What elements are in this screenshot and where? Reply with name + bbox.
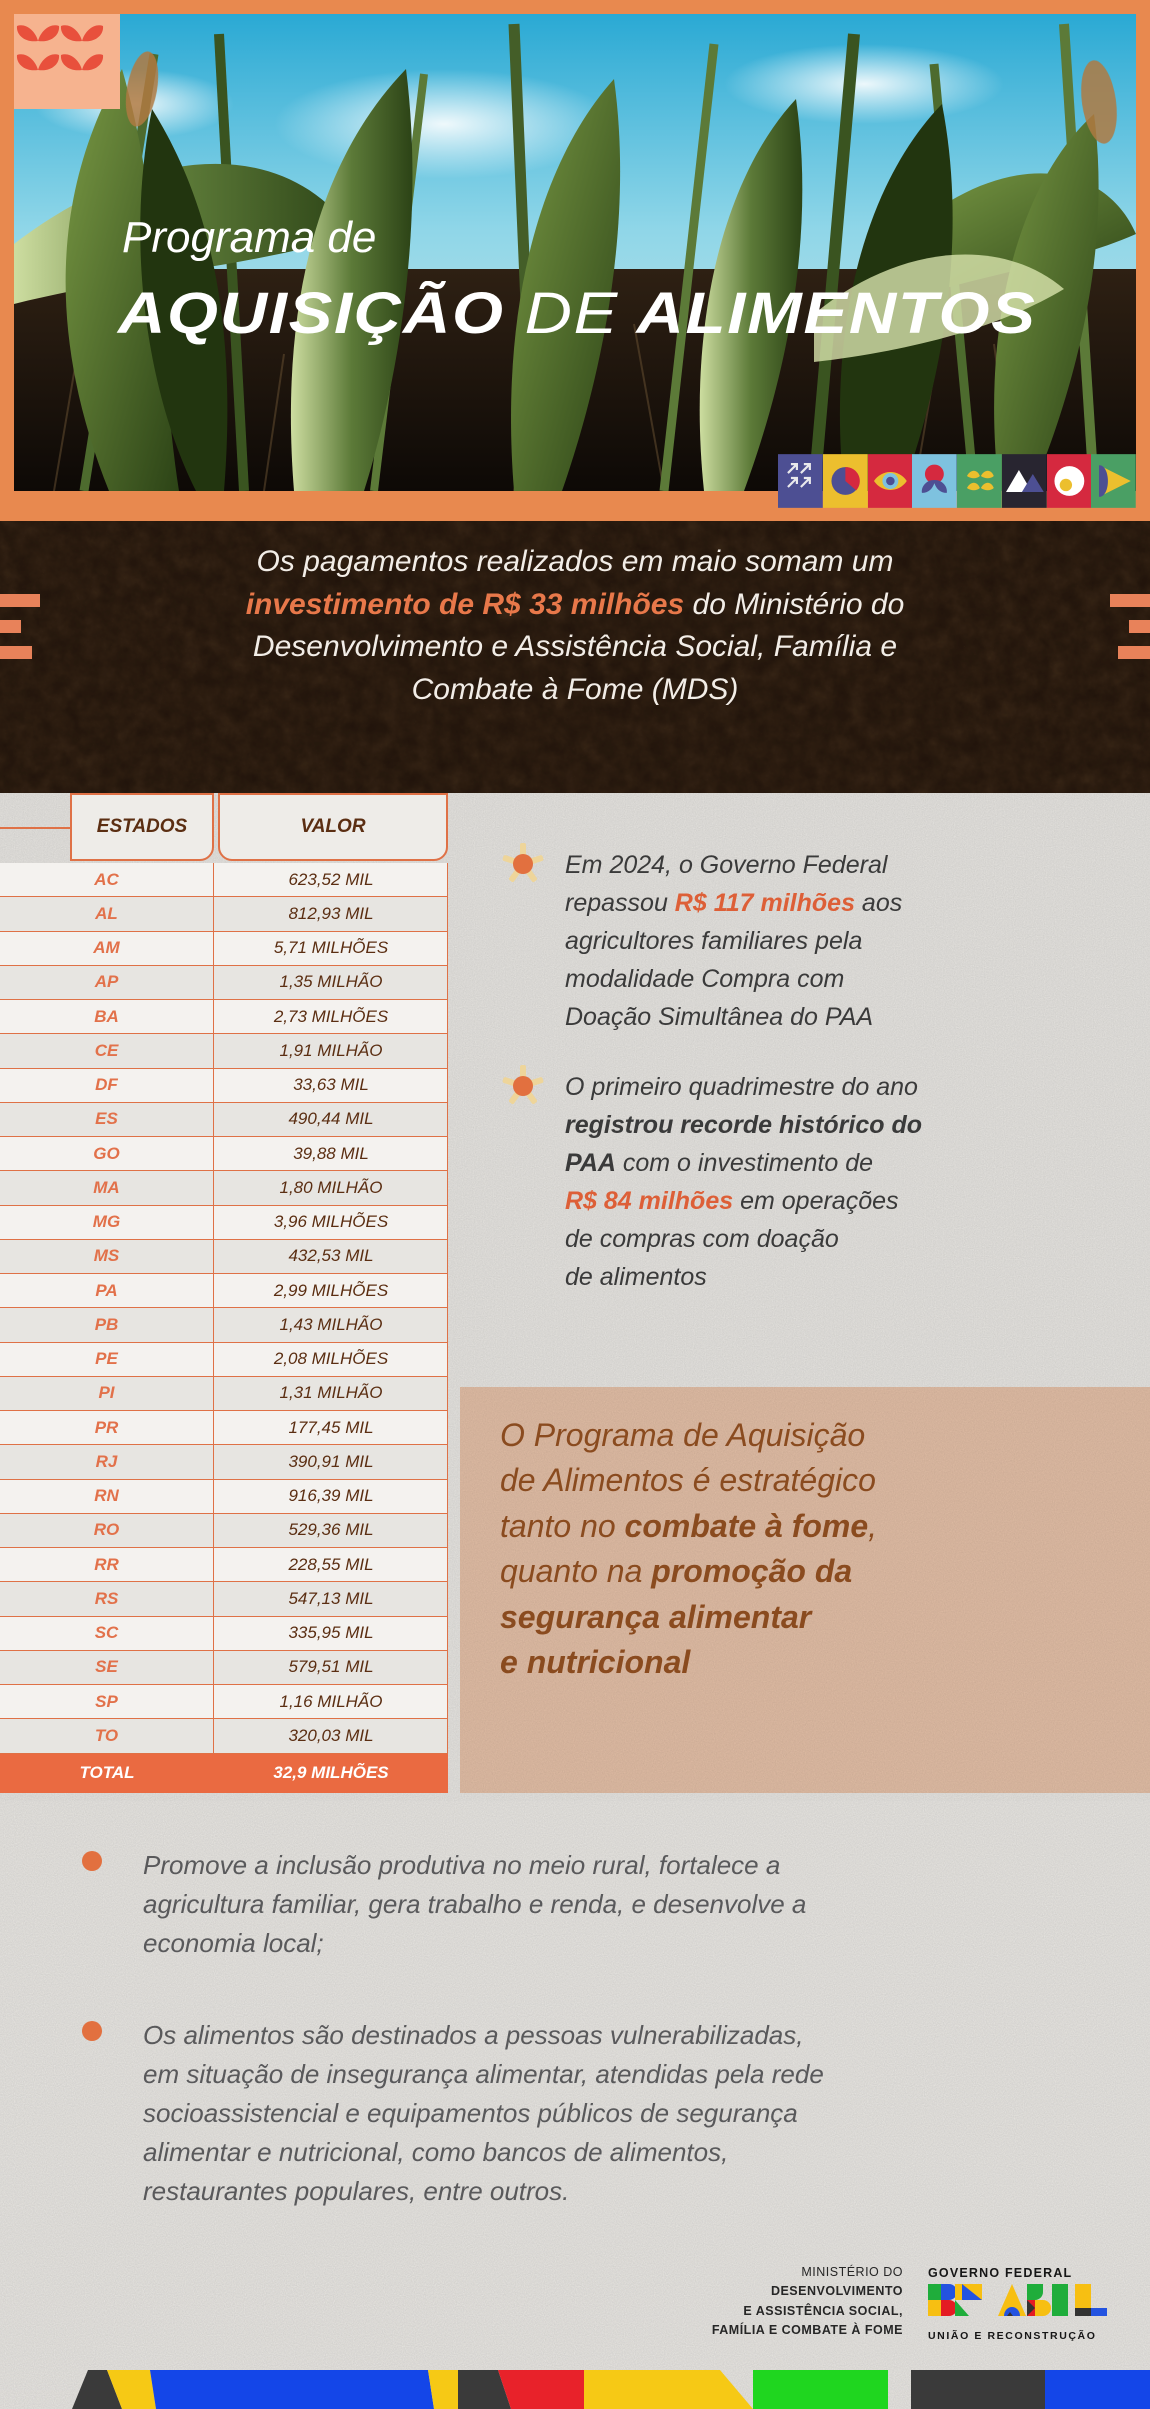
svg-text:UNIÃO E RECONSTRUÇÃO: UNIÃO E RECONSTRUÇÃO [928,2329,1097,2342]
svg-text:GOVERNO FEDERAL: GOVERNO FEDERAL [928,2266,1072,2280]
